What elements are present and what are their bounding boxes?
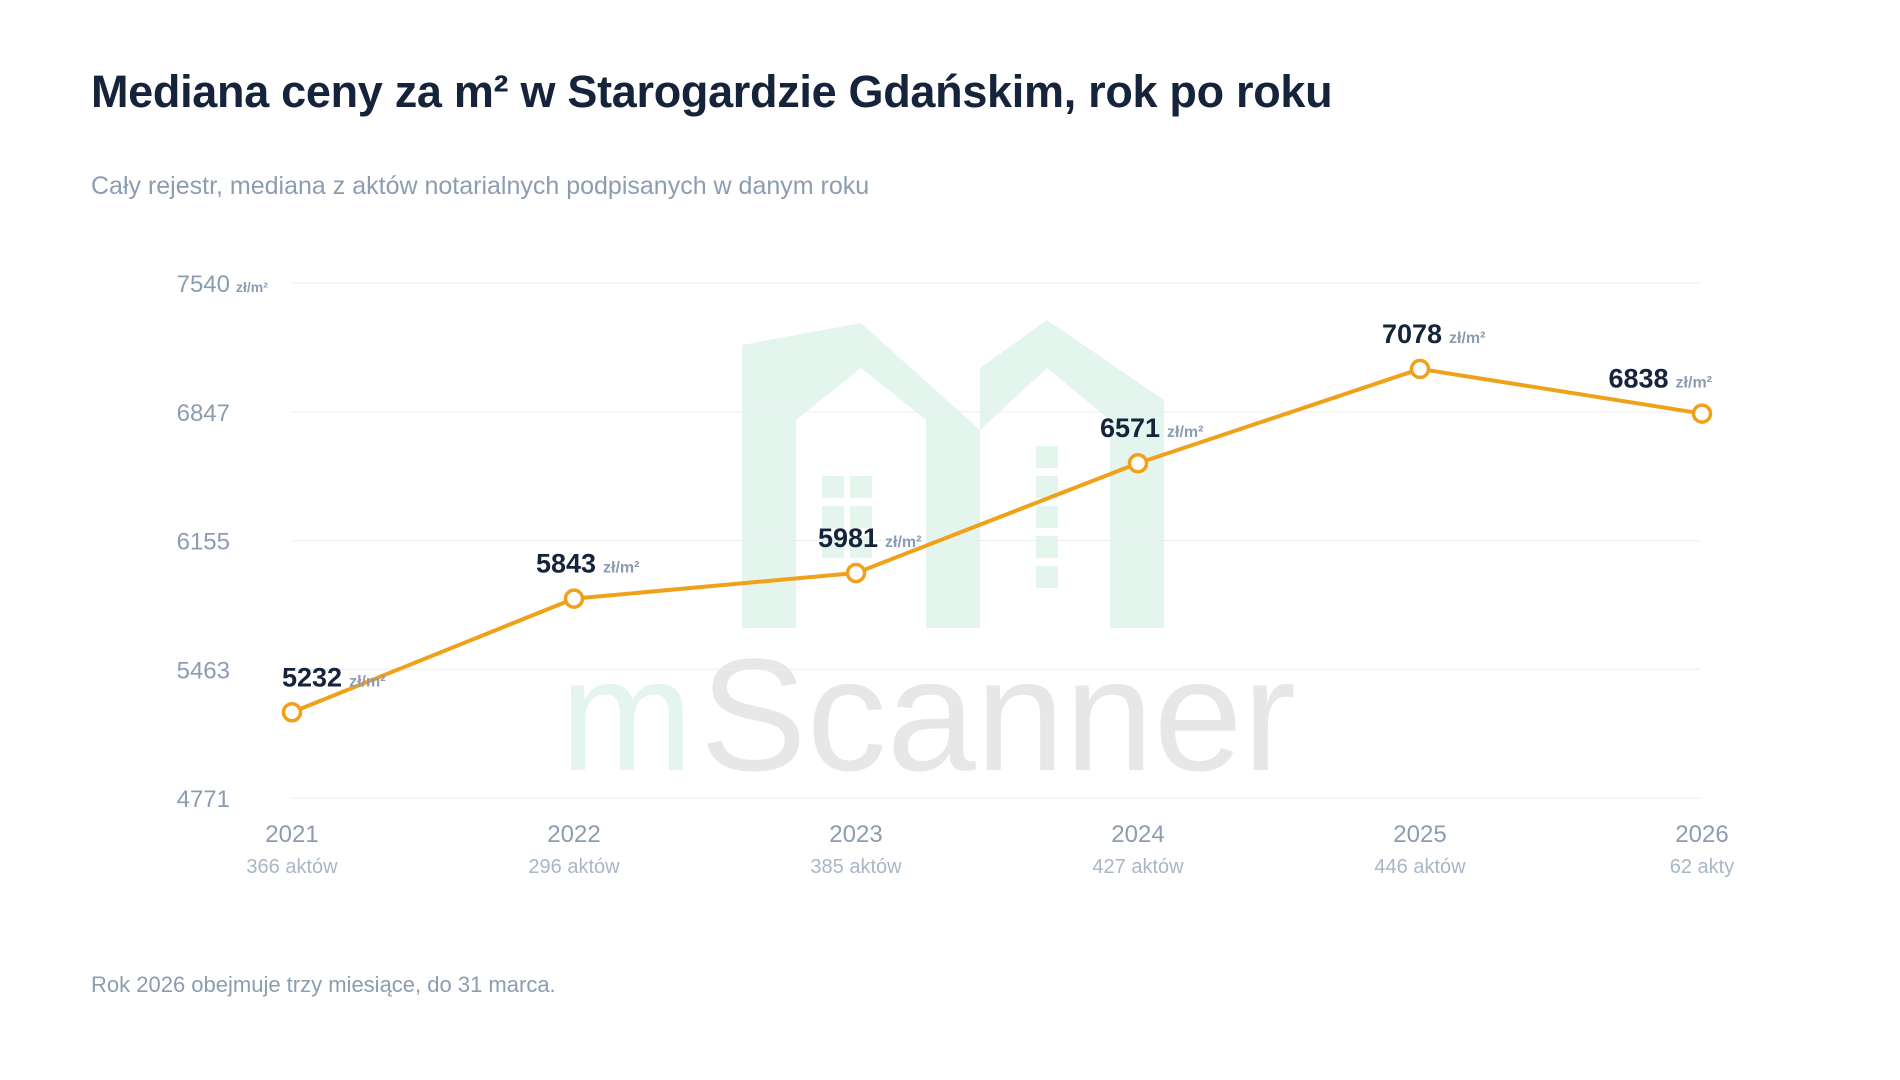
x-tick-count: 366 aktów xyxy=(246,856,338,878)
y-tick-label: 6847 xyxy=(177,400,230,427)
watermark-window xyxy=(1036,566,1058,588)
watermark-window xyxy=(822,506,844,528)
watermark-house-left xyxy=(742,323,980,628)
data-point xyxy=(1691,403,1713,424)
data-point xyxy=(845,562,867,584)
x-tick-count: 62 akty xyxy=(1670,856,1734,878)
y-tick-label: 6155 xyxy=(177,529,230,556)
watermark-window xyxy=(850,506,872,528)
y-tick-label: 7540 xyxy=(177,271,230,298)
data-point xyxy=(1127,452,1149,474)
data-label-unit: zł/m² xyxy=(885,534,921,551)
data-label-unit: zł/m² xyxy=(1167,424,1203,441)
data-label: 5843 zł/m² xyxy=(536,549,640,579)
data-label: 7078 zł/m² xyxy=(1382,319,1486,349)
x-tick-year: 2025 xyxy=(1393,821,1446,848)
x-tick-count: 446 aktów xyxy=(1374,856,1466,878)
data-label: 5981 zł/m² xyxy=(818,523,922,553)
mscanner-watermark: m Scanner xyxy=(560,320,1296,804)
data-point xyxy=(1409,358,1431,380)
data-label-value: 6571 xyxy=(1100,413,1160,443)
y-tick-label: 4771 xyxy=(177,786,230,813)
y-tick-label: 5463 xyxy=(177,657,230,684)
data-label: 6838 zł/m² xyxy=(1608,364,1712,394)
x-tick-year: 2022 xyxy=(547,821,600,848)
watermark-window xyxy=(1036,506,1058,528)
x-tick-count: 296 aktów xyxy=(528,856,620,878)
x-tick-count: 427 aktów xyxy=(1092,856,1184,878)
chart-title: Mediana ceny za m² w Starogardzie Gdańsk… xyxy=(91,66,1333,117)
chart-subtitle: Cały rejestr, mediana z aktów notarialny… xyxy=(91,172,870,200)
watermark-window xyxy=(1036,536,1058,558)
watermark-text-m: m xyxy=(560,625,693,804)
watermark-window xyxy=(1036,476,1058,498)
data-label-unit: zł/m² xyxy=(603,560,639,577)
watermark-text-scanner: Scanner xyxy=(700,625,1296,804)
data-label-value: 5843 xyxy=(536,549,596,579)
watermark-window xyxy=(822,536,844,558)
data-label-value: 5232 xyxy=(282,662,342,692)
x-tick-year: 2026 xyxy=(1675,821,1728,848)
data-label-unit: zł/m² xyxy=(349,673,385,690)
y-tick-unit: zł/m² xyxy=(236,279,268,295)
watermark-window xyxy=(1036,446,1058,468)
watermark-house-right xyxy=(980,320,1164,628)
data-label: 5232 zł/m² xyxy=(282,662,386,692)
y-axis: 4771 5463 6155 6847 7540 zł/m² xyxy=(177,271,269,813)
x-axis: 2021 366 aktów 2022 296 aktów 2023 385 aktów 2… xyxy=(246,821,1734,878)
footnote: Rok 2026 obejmuje trzy miesiące, do 31 m… xyxy=(91,972,556,997)
data-point xyxy=(281,702,303,723)
data-label-value: 5981 xyxy=(818,523,878,553)
series-line xyxy=(281,358,1713,723)
data-label-value: 7078 xyxy=(1382,319,1442,349)
data-label-unit: zł/m² xyxy=(1449,330,1485,347)
x-tick-year: 2023 xyxy=(829,821,882,848)
grid-lines xyxy=(292,282,1700,799)
data-label-value: 6838 xyxy=(1608,364,1668,394)
data-label-unit: zł/m² xyxy=(1676,375,1712,392)
x-tick-count: 385 aktów xyxy=(810,856,902,878)
data-point xyxy=(563,588,585,609)
series-polyline xyxy=(290,366,1704,715)
watermark-window xyxy=(850,476,872,498)
watermark-window xyxy=(850,536,872,558)
x-tick-year: 2024 xyxy=(1111,821,1164,848)
watermark-window xyxy=(822,476,844,498)
x-tick-year: 2021 xyxy=(265,821,318,848)
data-label: 6571 zł/m² xyxy=(1100,413,1204,443)
